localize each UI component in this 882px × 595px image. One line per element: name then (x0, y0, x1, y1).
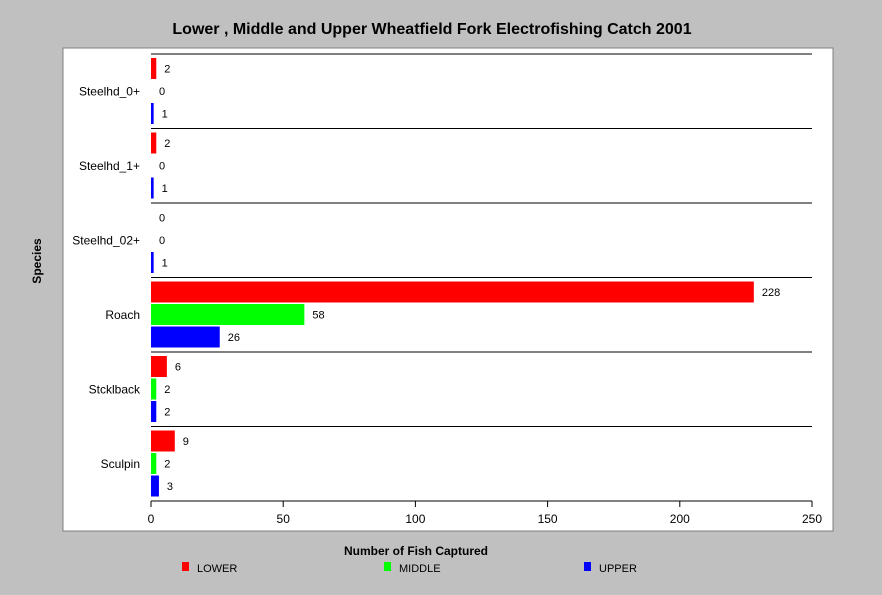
x-axis-title: Number of Fish Captured (344, 544, 488, 558)
legend-swatch-middle (384, 562, 391, 571)
category-label: Steelhd_1+ (79, 159, 140, 173)
bar-value-label: 1 (162, 183, 168, 195)
legend-swatch-upper (584, 562, 591, 571)
legend-swatch-lower (182, 562, 189, 571)
bar-upper (151, 252, 154, 273)
bar-value-label: 0 (159, 86, 165, 98)
bar-value-label: 2 (164, 64, 170, 76)
x-tick-label: 250 (802, 512, 822, 526)
category-label: Steelhd_02+ (72, 233, 140, 247)
bar-value-label: 0 (159, 235, 165, 247)
bar-value-label: 2 (164, 407, 170, 419)
bar-value-label: 228 (762, 287, 780, 299)
bar-value-label: 2 (164, 384, 170, 396)
legend-label-lower: LOWER (197, 563, 237, 575)
bar-middle (151, 453, 157, 474)
bar-value-label: 26 (228, 332, 240, 344)
bar-lower (151, 58, 157, 79)
bar-value-label: 1 (162, 109, 168, 121)
bar-lower (151, 430, 175, 452)
bar-lower (151, 281, 754, 303)
bar-value-label: 2 (164, 138, 170, 150)
bar-upper (151, 475, 159, 497)
bar-upper (151, 103, 154, 124)
bar-value-label: 0 (159, 161, 165, 173)
bar-value-label: 9 (183, 436, 189, 448)
bar-upper (151, 326, 220, 348)
chart-title: Lower , Middle and Upper Wheatfield Fork… (172, 21, 691, 38)
category-label: Stcklback (89, 382, 141, 396)
bar-upper (151, 401, 157, 422)
bar-middle (151, 378, 157, 400)
bar-middle (151, 304, 305, 325)
category-label: Roach (105, 308, 140, 322)
legend: LOWER MIDDLE UPPER (182, 562, 637, 575)
bar-value-label: 58 (312, 310, 324, 322)
bar-value-label: 2 (164, 459, 170, 471)
x-tick-label: 200 (670, 512, 690, 526)
bar-value-label: 3 (167, 481, 173, 493)
category-label: Steelhd_0+ (79, 84, 140, 98)
legend-label-middle: MIDDLE (399, 563, 441, 575)
bar-value-label: 6 (175, 362, 181, 374)
x-tick-label: 50 (277, 512, 291, 526)
bar-value-label: 1 (162, 258, 168, 270)
bar-value-label: 0 (159, 213, 165, 225)
x-tick-label: 0 (148, 512, 155, 526)
bar-lower (151, 132, 157, 154)
plot-layer: 0 50 100 150 200 250Steelhd_0+201Steelhd_1+20… (72, 53, 822, 526)
bar-upper (151, 177, 154, 199)
legend-label-upper: UPPER (599, 563, 637, 575)
x-tick-label: 100 (405, 512, 425, 526)
bar-lower (151, 356, 167, 377)
category-label: Sculpin (101, 457, 140, 471)
x-tick-label: 150 (538, 512, 558, 526)
y-axis-title: Species (30, 238, 44, 284)
